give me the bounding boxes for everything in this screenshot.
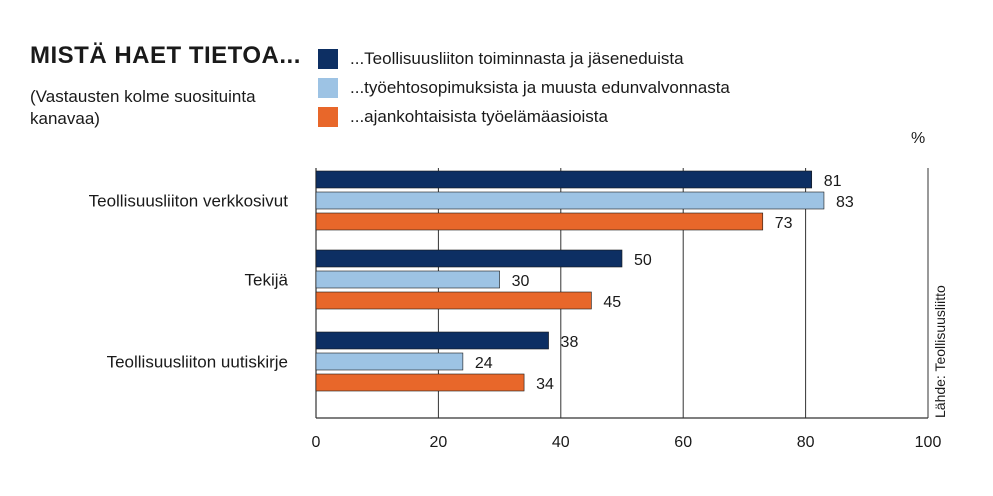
legend-item-2: ...työehtosopimuksista ja muusta edunval… [318,77,730,99]
x-tick-label-80: 80 [797,434,815,451]
value-label-2-1: 50 [634,252,652,269]
value-label-2-3: 45 [603,294,621,311]
bar-3-2 [315,352,464,371]
legend-swatch-1 [318,49,338,69]
value-label-1-2: 83 [836,194,854,211]
chart-subtitle: (Vastausten kolme suosituinta kanavaa) [30,87,256,128]
legend-label-3: ...ajankohtaisista työelämäasioista [350,107,608,126]
category-label-1: Teollisuusliiton verkkosivut [89,192,289,211]
bar-3-3 [315,373,525,392]
bar-1-3 [315,212,764,231]
value-label-1-3: 73 [775,215,793,232]
value-label-3-1: 38 [561,334,579,351]
bar-1-1 [315,170,813,189]
legend-item-3: ...ajankohtaisista työelämäasioista [318,106,730,128]
legend: ...Teollisuusliiton toiminnasta ja jäsen… [318,48,730,135]
x-tick-label-20: 20 [430,434,448,451]
x-tick-label-100: 100 [915,434,942,451]
value-label-2-2: 30 [512,273,530,290]
legend-swatch-2 [318,78,338,98]
bar-1-2 [315,191,825,210]
x-tick-label-0: 0 [312,434,321,451]
bar-2-3 [315,291,592,310]
legend-item-1: ...Teollisuusliiton toiminnasta ja jäsen… [318,48,730,70]
chart-title: MISTÄ HAET TIETOA... [30,42,301,69]
x-tick-label-40: 40 [552,434,570,451]
bar-3-1 [315,331,549,350]
legend-label-1: ...Teollisuusliiton toiminnasta ja jäsen… [350,49,684,68]
bar-2-2 [315,270,500,289]
value-label-3-3: 34 [536,376,554,393]
legend-label-2: ...työehtosopimuksista ja muusta edunval… [350,78,730,97]
category-label-3: Teollisuusliiton uutiskirje [107,353,288,372]
bar-2-1 [315,249,623,268]
legend-swatch-3 [318,107,338,127]
value-label-3-2: 24 [475,355,493,372]
x-tick-label-60: 60 [674,434,692,451]
category-label-2: Tekijä [245,271,289,290]
unit-label: % [911,130,926,147]
value-label-1-1: 81 [824,173,842,190]
